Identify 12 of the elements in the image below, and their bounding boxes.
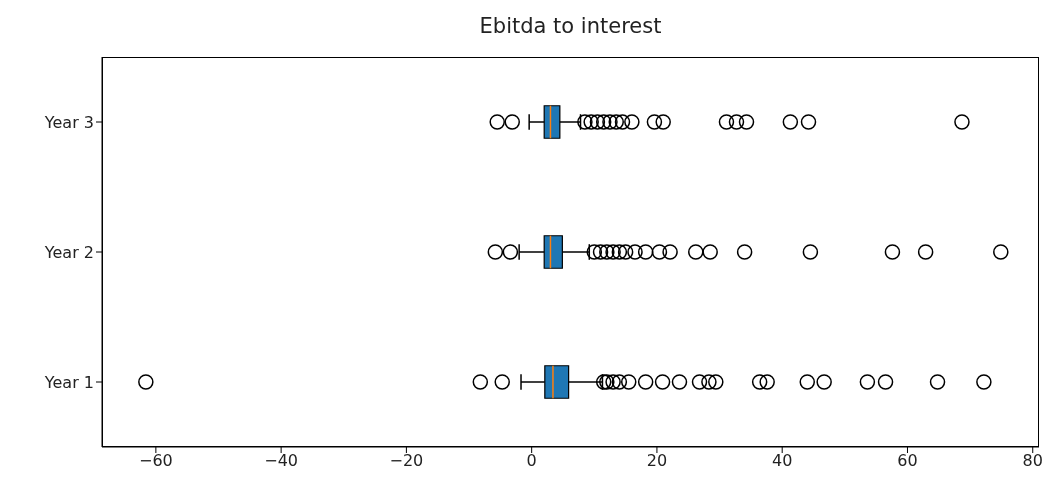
x-tick-label: 80 xyxy=(1022,451,1043,471)
y-tick-label: Year 2 xyxy=(43,242,94,262)
x-tick-label: 20 xyxy=(646,451,668,471)
x-tick-label: −60 xyxy=(138,451,173,471)
x-tick-label: −40 xyxy=(264,451,299,471)
x-tick-label: 60 xyxy=(897,451,918,471)
y-tick-label: Year 3 xyxy=(43,112,94,132)
y-tick-label: Year 1 xyxy=(43,372,94,392)
x-tick-label: −20 xyxy=(389,451,424,471)
chart-title: Ebitda to interest xyxy=(478,14,663,38)
x-tick-label: 0 xyxy=(526,451,537,471)
x-tick-label: 40 xyxy=(772,451,793,471)
